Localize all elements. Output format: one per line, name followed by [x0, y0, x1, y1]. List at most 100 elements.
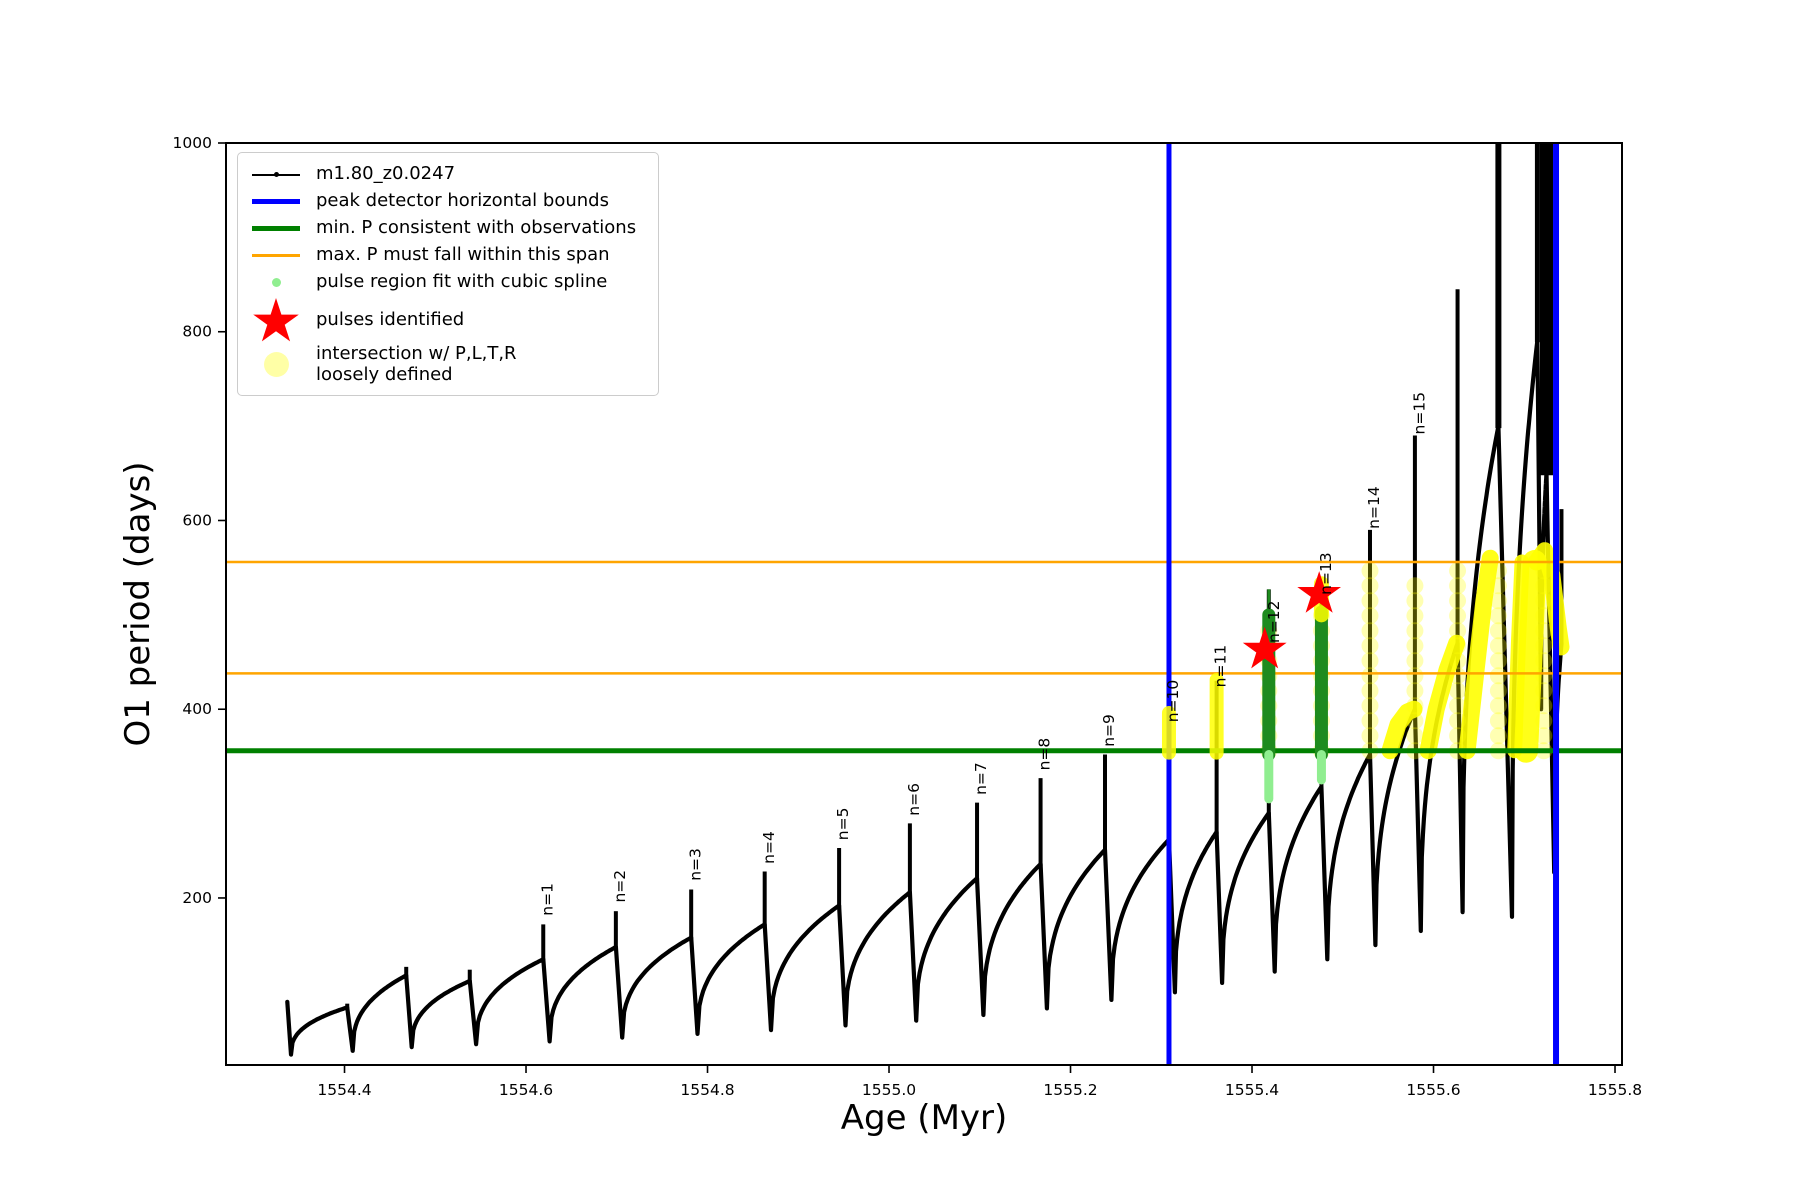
intersection-circle — [1489, 667, 1507, 685]
intersection-circle — [1489, 637, 1507, 655]
x-tick-label: 1555.6 — [1406, 1081, 1460, 1099]
blue-line-icon — [248, 199, 304, 204]
intersection-band — [1458, 549, 1499, 760]
x-tick-label: 1554.6 — [499, 1081, 553, 1099]
legend-item-min-p: min. P consistent with observations — [248, 215, 636, 242]
intersection-circle — [1449, 577, 1467, 595]
legend-item-spline: pulse region fit with cubic spline — [248, 269, 636, 296]
intersection-circle — [1361, 712, 1379, 730]
legend: m1.80_z0.0247 peak detector horizontal b… — [237, 152, 660, 397]
intersection-circle — [1449, 592, 1467, 610]
y-tick-label: 1000 — [173, 134, 212, 152]
intersection-circle — [1449, 682, 1467, 700]
legend-item-intersection: intersection w/ P,L,T,R loosely defined — [248, 343, 636, 385]
intersection-circle — [1361, 697, 1379, 715]
pulse-number-label: n=3 — [686, 848, 704, 881]
plot-interior — [226, 143, 1622, 1065]
pulse-number-label: n=6 — [905, 783, 923, 816]
intersection-circle — [1489, 592, 1507, 610]
pulse-star — [1242, 626, 1287, 669]
intersection-circle — [1449, 607, 1467, 625]
pulse-star-markers — [1242, 571, 1341, 669]
intersection-circle — [1449, 622, 1467, 640]
intersection-circle — [1406, 652, 1424, 670]
pulse-number-label: n=2 — [611, 870, 629, 903]
intersection-circle — [1406, 667, 1424, 685]
x-tick-label: 1555.4 — [1225, 1081, 1279, 1099]
intersection-circle — [1406, 622, 1424, 640]
intersection-circle — [1406, 727, 1424, 745]
legend-item-series: m1.80_z0.0247 — [248, 161, 636, 188]
y-tick-labels: 200 400 600 800 1000 — [173, 134, 226, 907]
intersection-circle — [1489, 607, 1507, 625]
intersection-circle — [1361, 607, 1379, 625]
y-axis-title: O1 period (days) — [118, 461, 158, 747]
orange-line-icon — [248, 254, 304, 257]
intersection-circle — [1406, 682, 1424, 700]
intersection-band — [1419, 634, 1466, 760]
intersection-band — [1381, 700, 1423, 760]
x-tick-labels: 1554.4 1554.6 1554.8 1555.0 1555.2 1555.4 1555… — [317, 1065, 1642, 1099]
pulse-number-label: n=11 — [1212, 645, 1230, 688]
intersection-circle — [1489, 697, 1507, 715]
pulse-number-label: n=14 — [1365, 486, 1383, 529]
legend-label: pulse region fit with cubic spline — [316, 271, 608, 293]
legend-label: pulses identified — [316, 308, 465, 330]
x-axis-title: Age (Myr) — [840, 1098, 1008, 1138]
legend-item-pulses: pulses identified — [248, 296, 636, 344]
green-line-icon — [248, 226, 304, 231]
pulse-region-spline-columns — [1262, 589, 1328, 804]
y-tick-label: 400 — [182, 700, 212, 718]
intersection-circle — [1489, 652, 1507, 670]
intersection-band — [1514, 550, 1547, 763]
star-glyph — [253, 298, 299, 342]
pulse-number-label: n=10 — [1164, 680, 1182, 723]
intersection-circle — [1361, 667, 1379, 685]
pulse-number-labels: n=1 n=2 n=3 n=4 n=5 n=6 n=7 n=8 n=9 n=10 n=11 n=12 n… — [538, 392, 1428, 916]
legend-label: m1.80_z0.0247 — [316, 163, 456, 185]
intersection-circle — [1449, 562, 1467, 580]
star-icon — [248, 296, 304, 344]
pulse-number-label: n=9 — [1100, 714, 1118, 747]
pulse-number-label: n=7 — [972, 762, 990, 795]
green-dot-icon — [248, 278, 304, 287]
legend-label-line2: loosely defined — [316, 363, 453, 385]
intersection-circle — [1535, 727, 1553, 745]
x-tick-label: 1555.2 — [1043, 1081, 1097, 1099]
x-tick-label: 1554.4 — [317, 1081, 371, 1099]
intersection-circle — [1406, 577, 1424, 595]
intersection-circle — [1361, 637, 1379, 655]
pulse-number-label: n=4 — [760, 831, 778, 864]
intersection-circle — [1406, 607, 1424, 625]
yellow-dot-icon — [248, 352, 304, 378]
y-tick-label: 800 — [182, 323, 212, 341]
intersection-circle — [1489, 682, 1507, 700]
intersection-circle — [1489, 622, 1507, 640]
x-tick-label: 1555.0 — [862, 1081, 916, 1099]
y-tick-label: 600 — [182, 511, 212, 529]
pulse-number-label: n=13 — [1317, 552, 1335, 595]
pulse-star — [1297, 571, 1341, 613]
intersection-circle — [1361, 592, 1379, 610]
x-tick-label: 1554.8 — [680, 1081, 734, 1099]
legend-item-max-p: max. P must fall within this span — [248, 242, 636, 269]
legend-label: intersection w/ P,L,T,R loosely defined — [316, 343, 517, 385]
x-tick-label: 1555.8 — [1588, 1081, 1642, 1099]
legend-label-line1: intersection w/ P,L,T,R — [316, 343, 517, 364]
intersection-band — [1528, 542, 1570, 656]
intersection-circle — [1361, 562, 1379, 580]
intersection-circle — [1489, 712, 1507, 730]
intersection-circle — [1449, 697, 1467, 715]
intersection-bands — [1381, 542, 1570, 763]
intersection-circle — [1489, 727, 1507, 745]
legend-label: max. P must fall within this span — [316, 244, 610, 266]
pulse-number-label: n=8 — [1036, 738, 1054, 771]
intersection-circle — [1361, 727, 1379, 745]
plot-frame — [225, 142, 1623, 1066]
intersection-circle — [1361, 652, 1379, 670]
pulse-number-label: n=5 — [834, 808, 852, 841]
pulse-number-label: n=15 — [1410, 392, 1428, 435]
series-line-icon — [248, 171, 304, 177]
legend-label: min. P consistent with observations — [316, 217, 637, 239]
